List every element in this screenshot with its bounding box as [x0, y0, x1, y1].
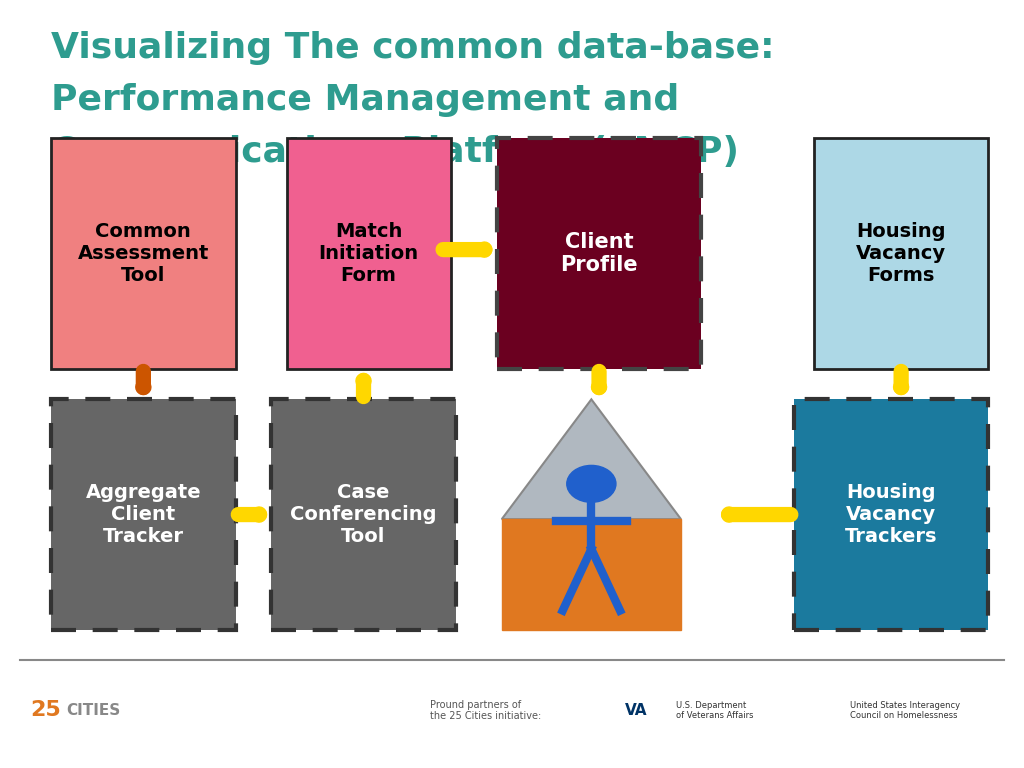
- FancyBboxPatch shape: [271, 399, 456, 630]
- Text: Case
Conferencing
Tool: Case Conferencing Tool: [290, 483, 437, 546]
- Text: United States Interagency
Council on Homelessness: United States Interagency Council on Hom…: [850, 700, 961, 720]
- Text: Communications Platform (PMCP): Communications Platform (PMCP): [51, 135, 739, 169]
- Text: VA: VA: [625, 703, 647, 718]
- Text: Client
Profile: Client Profile: [560, 232, 638, 275]
- Text: Visualizing The common data-base:: Visualizing The common data-base:: [51, 31, 775, 65]
- Text: Match
Initiation
Form: Match Initiation Form: [318, 222, 419, 285]
- FancyBboxPatch shape: [51, 138, 236, 369]
- FancyBboxPatch shape: [497, 138, 701, 369]
- Text: Performance Management and: Performance Management and: [51, 83, 680, 117]
- FancyBboxPatch shape: [51, 399, 236, 630]
- FancyBboxPatch shape: [794, 399, 988, 630]
- Text: Housing
Vacancy
Trackers: Housing Vacancy Trackers: [845, 483, 937, 546]
- Text: Common
Assessment
Tool: Common Assessment Tool: [78, 222, 209, 285]
- Text: U.S. Department
of Veterans Affairs: U.S. Department of Veterans Affairs: [676, 700, 754, 720]
- Circle shape: [567, 465, 616, 502]
- Text: 25: 25: [31, 700, 61, 720]
- Polygon shape: [502, 399, 681, 519]
- Text: Aggregate
Client
Tracker: Aggregate Client Tracker: [86, 483, 201, 546]
- FancyBboxPatch shape: [287, 138, 451, 369]
- Text: Housing
Vacancy
Forms: Housing Vacancy Forms: [856, 222, 946, 285]
- Text: Pround partners of
the 25 Cities initiative:: Pround partners of the 25 Cities initiat…: [430, 700, 542, 721]
- FancyBboxPatch shape: [502, 519, 681, 630]
- Text: CITIES: CITIES: [67, 703, 121, 718]
- FancyBboxPatch shape: [814, 138, 988, 369]
